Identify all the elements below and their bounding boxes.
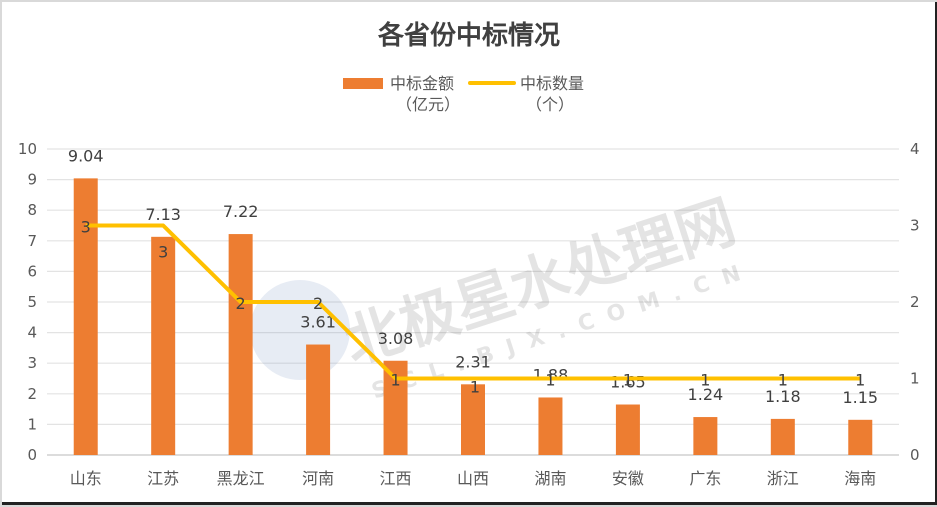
right-tick-label: 0: [910, 446, 920, 464]
line-value-label: 1: [545, 371, 555, 390]
legend-bar-swatch: [343, 78, 383, 89]
line-value-label: 1: [623, 371, 633, 390]
category-label: 山西: [457, 469, 489, 488]
category-label: 湖南: [534, 469, 566, 488]
left-tick-label: 3: [27, 354, 37, 372]
bar-value-label: 3.08: [378, 329, 414, 348]
left-tick-label: 7: [27, 232, 37, 250]
line-value-label: 3: [81, 218, 91, 237]
legend: 中标金额 （亿元） 中标数量 （个）: [343, 74, 584, 114]
line-value-label: 1: [700, 371, 710, 390]
category-label: 黑龙江: [217, 469, 265, 488]
line-value-label: 2: [313, 294, 323, 313]
bar-value-label: 3.61: [300, 313, 336, 332]
left-tick-label: 0: [27, 446, 37, 464]
category-label: 海南: [844, 469, 876, 488]
chart-title: 各省份中标情况: [377, 20, 560, 51]
bar: [228, 234, 253, 455]
bar: [848, 419, 873, 455]
legend-line-label: 中标数量: [520, 74, 584, 93]
right-axis: 0 1 2 3 4: [910, 140, 920, 464]
category-label: 河南: [302, 469, 334, 488]
right-tick-label: 1: [910, 370, 920, 388]
line-value-label: 1: [470, 378, 480, 397]
left-tick-label: 2: [27, 385, 37, 403]
category-label: 广东: [689, 469, 721, 488]
bar: [770, 418, 795, 455]
category-label: 江西: [380, 469, 412, 488]
left-tick-label: 5: [27, 293, 37, 311]
line-value-label: 1: [778, 371, 788, 390]
line-value-label: 3: [158, 243, 168, 262]
right-tick-label: 2: [910, 293, 920, 311]
category-label: 山东: [70, 469, 102, 488]
bar: [538, 397, 563, 455]
category-label: 江苏: [147, 469, 179, 488]
bar-value-label: 9.04: [68, 146, 104, 165]
left-tick-label: 1: [27, 415, 37, 433]
legend-bar-unit: （亿元）: [396, 95, 460, 114]
bar: [306, 344, 331, 455]
line-value-label: 1: [390, 371, 400, 390]
right-tick-label: 4: [910, 140, 920, 158]
line-path: [85, 223, 861, 381]
gridlines: [47, 148, 899, 456]
left-tick-label: 9: [27, 171, 37, 189]
bar-value-label: 7.13: [145, 205, 181, 224]
line-value-label: 2: [236, 294, 246, 313]
bar: [615, 404, 640, 455]
bar: [693, 417, 718, 455]
left-tick-label: 6: [27, 262, 37, 280]
legend-bar-label: 中标金额: [390, 74, 454, 93]
legend-line-unit: （个）: [526, 95, 574, 114]
left-tick-label: 4: [27, 324, 37, 342]
bar: [151, 236, 176, 455]
bar: [461, 384, 485, 455]
bar-value-label: 2.31: [455, 352, 491, 371]
right-tick-label: 3: [910, 217, 920, 235]
left-tick-label: 8: [27, 201, 37, 219]
category-label: 安徽: [612, 469, 644, 488]
bar-value-label: 1.18: [765, 387, 801, 406]
category-label: 浙江: [767, 469, 799, 488]
bar-value-label: 1.15: [842, 388, 878, 407]
x-axis: 山东 江苏 黑龙江 河南 江西 山西 湖南 安徽 广东 浙江 海南: [70, 469, 877, 488]
left-axis: 0 1 2 3 4 5 6 7 8 9 10: [18, 140, 37, 464]
bar-value-label: 7.22: [223, 202, 259, 221]
bar-value-label: 1.24: [688, 385, 724, 404]
line-value-label: 1: [855, 371, 865, 390]
left-tick-label: 10: [18, 140, 37, 158]
line-series: 3 3 2 2 1 1 1 1 1 1 1: [81, 218, 866, 397]
